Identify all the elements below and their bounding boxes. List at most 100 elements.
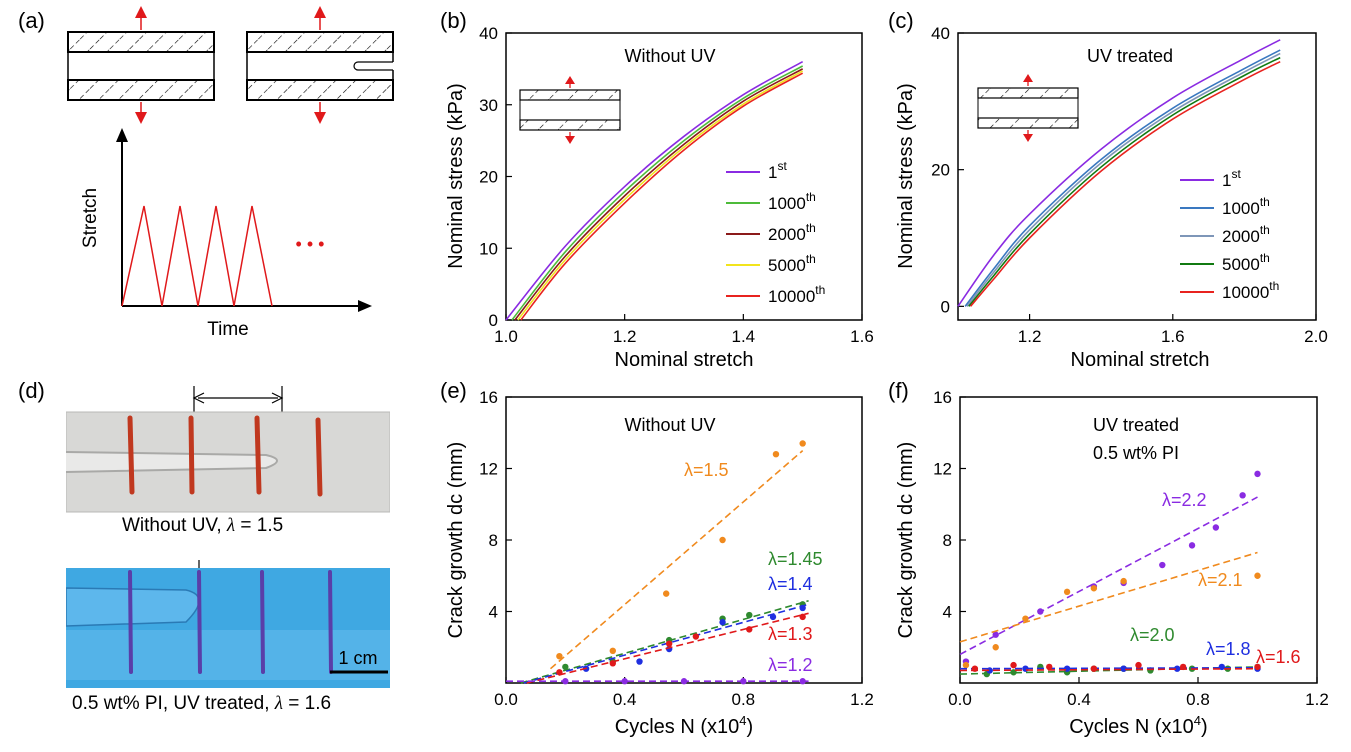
y-tick-label: 12 bbox=[933, 460, 952, 479]
series-line bbox=[517, 70, 804, 321]
data-point bbox=[1120, 665, 1127, 672]
x-axis-label: Cycles N (x104) bbox=[615, 713, 753, 738]
y-tick-label: 40 bbox=[931, 24, 950, 43]
x-tick-label: 1.4 bbox=[732, 327, 756, 346]
data-point bbox=[1159, 561, 1166, 569]
data-point bbox=[1046, 663, 1053, 671]
data-point bbox=[1022, 615, 1029, 622]
up-arrow-icon bbox=[565, 76, 575, 84]
y-tick-label: 16 bbox=[479, 388, 498, 407]
series-label: λ=1.4 bbox=[768, 574, 813, 594]
series-label: λ=1.8 bbox=[1206, 639, 1251, 659]
data-point bbox=[1135, 661, 1142, 669]
data-point bbox=[799, 440, 806, 447]
down-arrow-icon bbox=[1023, 134, 1033, 142]
data-point bbox=[1254, 572, 1261, 579]
x-tick-label: 0.4 bbox=[613, 690, 637, 709]
data-point bbox=[1120, 577, 1127, 585]
scalebar-label: 1 cm bbox=[338, 648, 377, 668]
data-point bbox=[1254, 470, 1261, 478]
panel-label-e: (e) bbox=[440, 378, 467, 403]
y-axis-label: Nominal stress (kPa) bbox=[445, 83, 467, 269]
x-tick-label: 0.8 bbox=[732, 690, 756, 709]
series-line bbox=[964, 49, 1281, 307]
series-line bbox=[966, 52, 1281, 307]
y-tick-label: 20 bbox=[479, 168, 498, 187]
inset-strip-bottom bbox=[977, 117, 1079, 129]
fit-line bbox=[549, 450, 804, 670]
y-axis-label: Crack growth dc (mm) bbox=[895, 442, 917, 639]
y-tick-label: 20 bbox=[931, 161, 950, 180]
y-tick-label: 12 bbox=[479, 460, 498, 479]
panel-label-d: (d) bbox=[18, 378, 45, 403]
up-arrow-icon bbox=[1023, 74, 1033, 82]
data-point bbox=[746, 626, 753, 633]
data-point bbox=[1254, 663, 1261, 671]
data-point bbox=[609, 647, 616, 655]
chart-title: Without UV bbox=[624, 415, 715, 435]
photo-without-uv bbox=[66, 386, 390, 513]
fit-line bbox=[959, 667, 1258, 670]
series-line bbox=[957, 39, 1281, 307]
x-axis-label: Nominal stretch bbox=[615, 349, 754, 371]
data-point bbox=[562, 678, 569, 685]
chart-f-crack-growth: 0.0 0.4 0.8 1.2 4 8 12 16 Cycles N (x104) Crack g… bbox=[895, 388, 1329, 738]
plot-frame bbox=[505, 32, 863, 321]
inset-sample-icon bbox=[519, 76, 621, 144]
series-line bbox=[968, 56, 1281, 307]
data-point bbox=[692, 633, 700, 640]
legend-label: 5000th bbox=[768, 252, 816, 275]
photo-caption-bottom: 0.5 wt% PI, UV treated, λ = 1.6 bbox=[72, 693, 332, 714]
data-point bbox=[719, 536, 726, 544]
data-point bbox=[1090, 665, 1098, 672]
y-tick-label: 10 bbox=[479, 239, 498, 258]
data-point bbox=[746, 611, 753, 619]
panel-label-a: (a) bbox=[18, 8, 45, 33]
x-tick-label: 1.6 bbox=[1161, 327, 1185, 346]
x-tick-label: 0.0 bbox=[494, 690, 518, 709]
fit-line bbox=[526, 612, 809, 684]
data-point bbox=[799, 678, 806, 685]
data-point bbox=[663, 590, 670, 597]
inset-strip-bottom bbox=[519, 119, 621, 131]
y-tick-label: 4 bbox=[489, 603, 498, 622]
y-tick-label: 0 bbox=[941, 297, 950, 316]
x-tick-label: 2.0 bbox=[1304, 327, 1328, 346]
x-tick-label: 1.0 bbox=[494, 327, 518, 346]
panel-label-c: (c) bbox=[888, 8, 914, 33]
series-line bbox=[511, 65, 804, 321]
x-tick-label: 0.4 bbox=[1067, 690, 1091, 709]
y-tick-label: 8 bbox=[489, 531, 498, 550]
data-point bbox=[556, 652, 563, 660]
data-point bbox=[992, 631, 999, 638]
x-tick-label: 1.6 bbox=[850, 327, 874, 346]
legend-label: 1000th bbox=[1222, 195, 1270, 218]
x-tick-label: 1.2 bbox=[613, 327, 637, 346]
chart-subtitle: 0.5 wt% PI bbox=[1093, 443, 1179, 463]
legend-label: 1st bbox=[768, 159, 787, 182]
y-tick-label: 8 bbox=[943, 531, 952, 550]
series-line bbox=[505, 61, 804, 321]
x-tick-label: 1.2 bbox=[1305, 690, 1329, 709]
legend-label: 1st bbox=[1222, 167, 1241, 190]
data-point bbox=[1037, 608, 1044, 615]
data-point bbox=[740, 678, 747, 685]
inset-sample-icon bbox=[977, 74, 1079, 142]
chart-title: UV treated bbox=[1087, 46, 1173, 66]
data-point bbox=[799, 604, 806, 612]
y-axis-label: Crack growth dc (mm) bbox=[445, 442, 467, 639]
series-line bbox=[520, 72, 804, 321]
data-point bbox=[1188, 542, 1196, 549]
schematic-xlabel: Time bbox=[207, 319, 249, 340]
data-point bbox=[1218, 663, 1225, 671]
schematic-ellipsis: • • • bbox=[296, 234, 325, 254]
schematic-ylabel: Stretch bbox=[80, 188, 101, 248]
data-point bbox=[1022, 665, 1029, 672]
schematic-diagram: Stretch Time • • • bbox=[67, 6, 394, 340]
data-point bbox=[609, 660, 616, 667]
x-tick-label: 1.2 bbox=[850, 690, 874, 709]
inset-strip-top bbox=[519, 89, 621, 101]
x-axis-label: Nominal stretch bbox=[1071, 349, 1210, 371]
x-tick-label: 1.2 bbox=[1018, 327, 1042, 346]
y-axis-label: Nominal stress (kPa) bbox=[895, 83, 917, 269]
